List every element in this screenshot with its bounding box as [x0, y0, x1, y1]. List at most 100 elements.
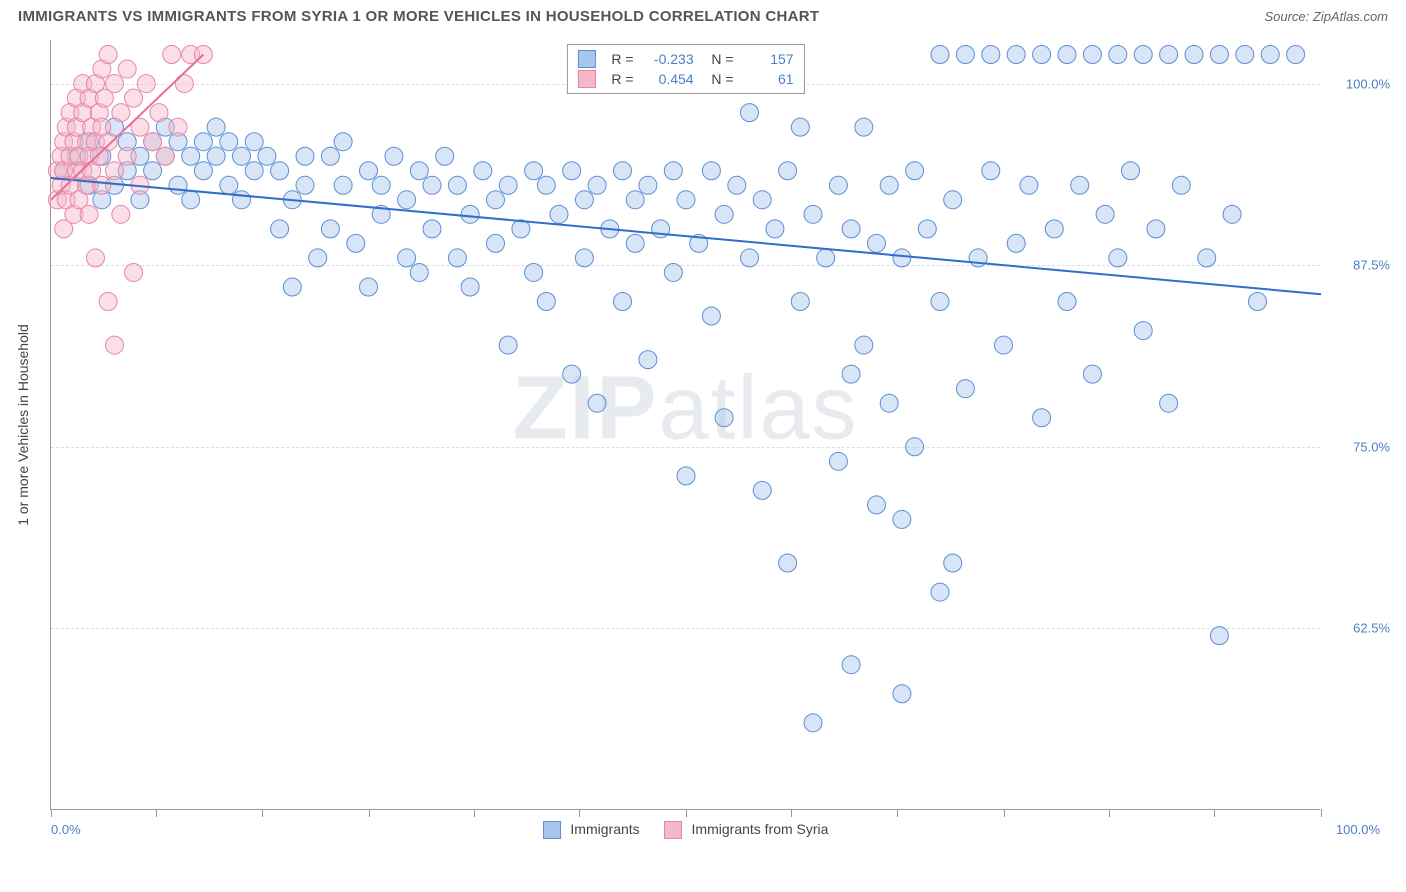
scatter-point: [487, 234, 505, 252]
legend-item-1: Immigrants: [543, 821, 640, 839]
scatter-svg: [51, 40, 1320, 809]
n-value-1: 157: [744, 51, 794, 67]
scatter-point: [321, 220, 339, 238]
scatter-point: [995, 336, 1013, 354]
scatter-point: [753, 481, 771, 499]
scatter-point: [677, 467, 695, 485]
scatter-point: [1210, 46, 1228, 64]
scatter-point: [779, 162, 797, 180]
scatter-point: [1147, 220, 1165, 238]
x-tick: [51, 809, 52, 817]
scatter-point: [448, 176, 466, 194]
chart-plot-area: 1 or more Vehicles in Household 62.5%75.…: [50, 40, 1320, 810]
scatter-point: [99, 293, 117, 311]
scatter-point: [296, 147, 314, 165]
scatter-point: [626, 191, 644, 209]
scatter-point: [499, 176, 517, 194]
scatter-point: [804, 205, 822, 223]
scatter-point: [309, 249, 327, 267]
scatter-point: [220, 133, 238, 151]
scatter-point: [461, 278, 479, 296]
scatter-point: [487, 191, 505, 209]
scatter-point: [80, 205, 98, 223]
scatter-point: [156, 147, 174, 165]
chart-title: IMMIGRANTS VS IMMIGRANTS FROM SYRIA 1 OR…: [18, 8, 819, 25]
scatter-point: [1058, 46, 1076, 64]
scatter-point: [258, 147, 276, 165]
y-tick-label: 87.5%: [1353, 258, 1390, 273]
scatter-point: [207, 147, 225, 165]
legend-swatch-2: [664, 821, 682, 839]
scatter-point: [1134, 46, 1152, 64]
scatter-point: [982, 46, 1000, 64]
x-min-label: 0.0%: [51, 822, 81, 837]
x-tick: [579, 809, 580, 817]
scatter-point: [1185, 46, 1203, 64]
scatter-point: [639, 351, 657, 369]
scatter-point: [817, 249, 835, 267]
scatter-point: [906, 162, 924, 180]
scatter-point: [868, 234, 886, 252]
scatter-point: [283, 278, 301, 296]
scatter-point: [1033, 46, 1051, 64]
scatter-point: [194, 133, 212, 151]
scatter-point: [1020, 176, 1038, 194]
title-row: IMMIGRANTS VS IMMIGRANTS FROM SYRIA 1 OR…: [0, 0, 1406, 29]
scatter-point: [347, 234, 365, 252]
scatter-point: [461, 205, 479, 223]
scatter-point: [944, 191, 962, 209]
scatter-point: [525, 162, 543, 180]
scatter-point: [474, 162, 492, 180]
scatter-point: [233, 147, 251, 165]
scatter-point: [931, 583, 949, 601]
scatter-point: [829, 452, 847, 470]
scatter-point: [436, 147, 454, 165]
scatter-point: [1223, 205, 1241, 223]
scatter-point: [1261, 46, 1279, 64]
scatter-point: [106, 336, 124, 354]
scatter-point: [550, 205, 568, 223]
scatter-point: [563, 162, 581, 180]
stats-row-2: R = 0.454 N = 61: [577, 69, 793, 89]
scatter-point: [334, 176, 352, 194]
stats-legend: R = -0.233 N = 157 R = 0.454 N = 61: [566, 44, 804, 94]
scatter-point: [537, 293, 555, 311]
x-tick: [369, 809, 370, 817]
scatter-point: [233, 191, 251, 209]
scatter-point: [106, 162, 124, 180]
scatter-point: [804, 714, 822, 732]
scatter-point: [106, 75, 124, 93]
scatter-point: [588, 176, 606, 194]
scatter-point: [1236, 46, 1254, 64]
scatter-point: [842, 656, 860, 674]
scatter-point: [791, 118, 809, 136]
scatter-point: [537, 176, 555, 194]
scatter-point: [1045, 220, 1063, 238]
scatter-point: [118, 60, 136, 78]
scatter-point: [99, 46, 117, 64]
y-tick-label: 100.0%: [1346, 76, 1390, 91]
scatter-point: [1210, 627, 1228, 645]
scatter-point: [614, 293, 632, 311]
scatter-point: [728, 176, 746, 194]
scatter-point: [893, 249, 911, 267]
scatter-point: [86, 249, 104, 267]
scatter-point: [931, 293, 949, 311]
scatter-point: [448, 249, 466, 267]
scatter-point: [702, 162, 720, 180]
scatter-point: [150, 104, 168, 122]
scatter-point: [982, 162, 1000, 180]
scatter-point: [741, 104, 759, 122]
scatter-point: [880, 176, 898, 194]
x-tick: [156, 809, 157, 817]
scatter-point: [112, 104, 130, 122]
stats-row-1: R = -0.233 N = 157: [577, 49, 793, 69]
scatter-point: [118, 147, 136, 165]
scatter-point: [194, 162, 212, 180]
scatter-point: [931, 46, 949, 64]
scatter-point: [956, 46, 974, 64]
scatter-point: [423, 220, 441, 238]
swatch-series-1: [577, 50, 595, 68]
scatter-point: [575, 249, 593, 267]
scatter-point: [1134, 322, 1152, 340]
